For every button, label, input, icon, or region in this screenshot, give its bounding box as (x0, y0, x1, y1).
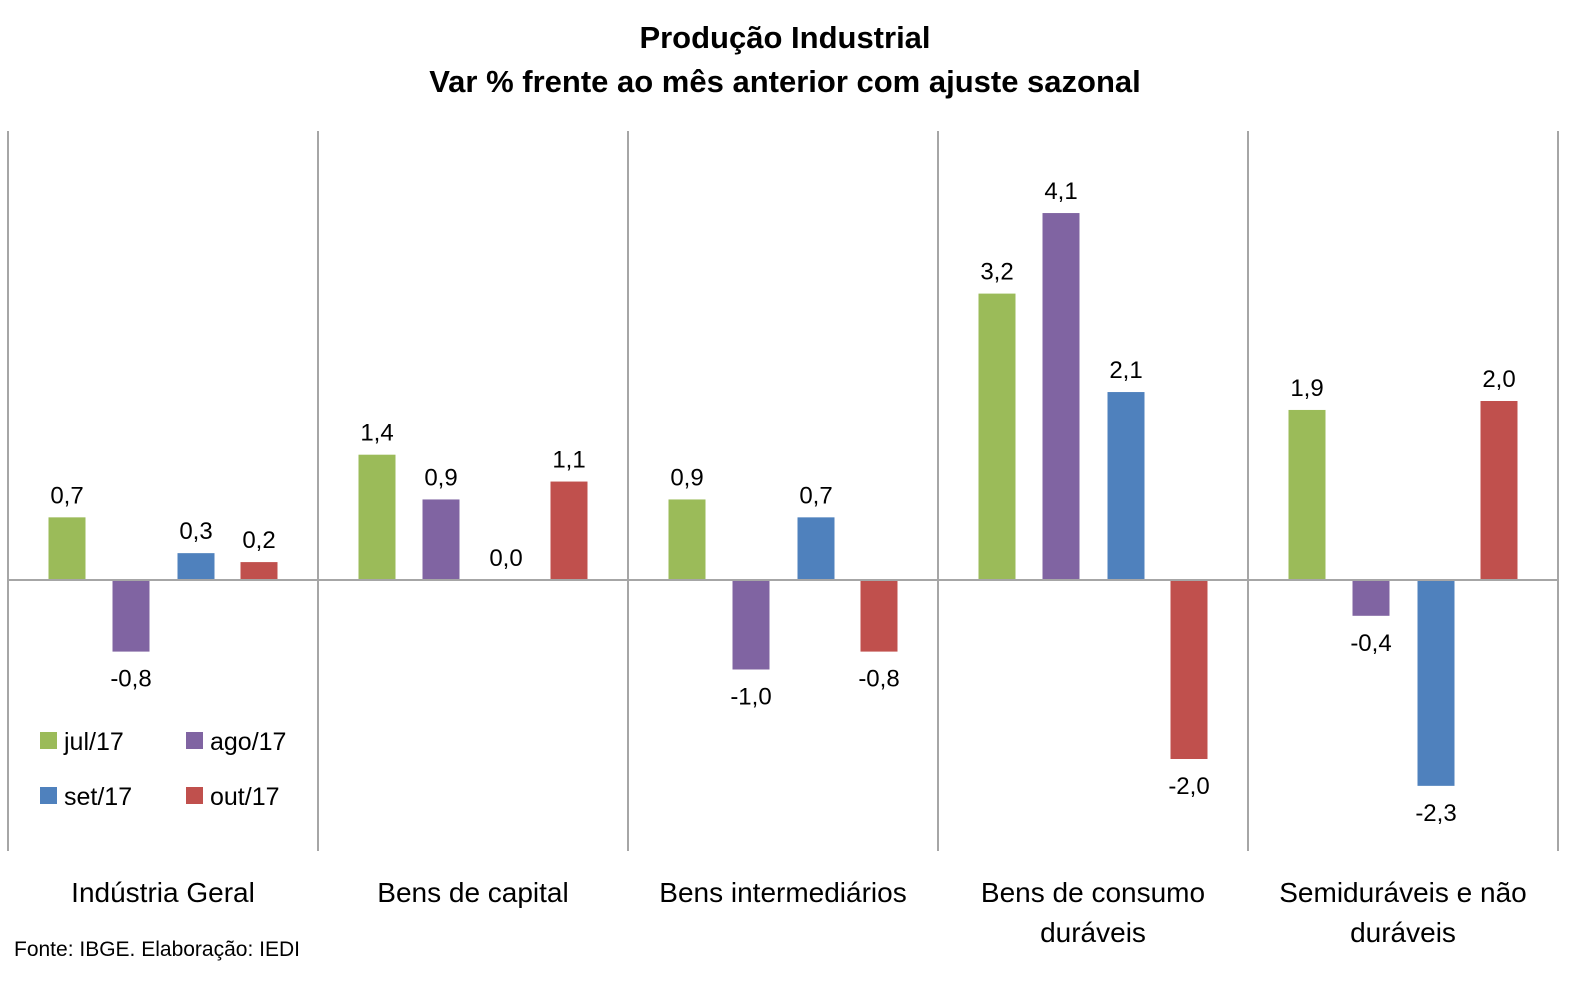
data-label: 0,7 (799, 482, 832, 509)
bar-out-17 (1480, 401, 1518, 580)
bar-set-17 (177, 553, 215, 580)
bar-out-17 (860, 580, 898, 652)
bar-out-17 (1170, 580, 1208, 759)
category-label-line: duráveis (1040, 917, 1146, 948)
chart-title: Produção Industrial (639, 20, 931, 55)
data-label: 1,1 (552, 447, 585, 474)
legend-label: ago/17 (210, 728, 286, 756)
data-label: 2,1 (1109, 357, 1142, 384)
data-label: 2,0 (1482, 366, 1515, 393)
data-label: -0,8 (110, 666, 151, 693)
legend-swatch (186, 787, 203, 804)
data-label: 0,7 (50, 482, 83, 509)
category-label-line: Bens de consumo (980, 877, 1206, 908)
bar-jul-17 (1288, 409, 1326, 580)
data-label: 3,2 (980, 259, 1013, 286)
bar-set-17 (797, 517, 835, 580)
data-label: -2,3 (1415, 800, 1456, 827)
data-label: 0,0 (489, 545, 522, 572)
data-label: -1,0 (730, 684, 771, 711)
legend-swatch (40, 787, 57, 804)
bar-set-17 (1107, 392, 1145, 580)
category-label-line: Bens intermediários (659, 877, 907, 908)
category-label: Bens de capital (323, 873, 623, 913)
bar-ago-17 (1042, 213, 1080, 581)
data-label: 0,2 (242, 527, 275, 554)
source-note: Fonte: IBGE. Elaboração: IEDI (14, 938, 300, 961)
data-label: -2,0 (1168, 773, 1209, 800)
legend-swatch (40, 732, 57, 749)
data-label: 0,3 (179, 518, 212, 545)
bar-ago-17 (422, 499, 460, 580)
legend-label: set/17 (64, 783, 132, 811)
chart-subtitle: Var % frente ao mês anterior com ajuste … (429, 64, 1141, 99)
bar-out-17 (240, 562, 278, 580)
bar-ago-17 (732, 580, 770, 670)
data-label: 1,9 (1290, 375, 1323, 402)
bar-jul-17 (48, 517, 86, 580)
category-label-line: Semiduráveis e não (1279, 877, 1527, 908)
data-label: 0,9 (424, 464, 457, 491)
category-label: Indústria Geral (13, 873, 313, 913)
legend-swatch (186, 732, 203, 749)
legend-label: jul/17 (63, 728, 124, 756)
category-label: Bens intermediários (633, 873, 933, 913)
category-label-line: Bens de capital (377, 877, 569, 908)
bar-ago-17 (1352, 580, 1390, 616)
category-label: Semiduráveis e não duráveis (1253, 873, 1553, 953)
data-label: 1,4 (360, 420, 393, 447)
bar-jul-17 (358, 454, 396, 580)
category-label: Bens de consumo duráveis (943, 873, 1243, 953)
data-label: 4,1 (1044, 178, 1077, 205)
bar-jul-17 (978, 293, 1016, 580)
data-label: -0,8 (858, 666, 899, 693)
bar-out-17 (550, 481, 588, 580)
data-label: 0,9 (670, 464, 703, 491)
category-label-line: Indústria Geral (71, 877, 255, 908)
bar-jul-17 (668, 499, 706, 580)
bar-ago-17 (112, 580, 150, 652)
bar-set-17 (1417, 580, 1455, 786)
category-label-line: duráveis (1350, 917, 1456, 948)
data-label: -0,4 (1350, 630, 1391, 657)
legend-label: out/17 (210, 783, 280, 811)
